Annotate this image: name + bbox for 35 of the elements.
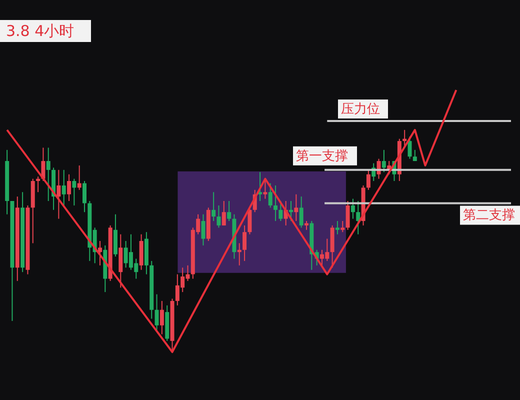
candlestick xyxy=(340,220,345,233)
candlestick xyxy=(46,147,50,202)
candlestick xyxy=(263,178,268,200)
ref-line-label: 第一支撑 xyxy=(296,148,348,164)
candlestick xyxy=(294,194,298,222)
candlestick xyxy=(258,172,262,202)
chart-title: 3.8 4小时 xyxy=(6,22,74,40)
candlestick xyxy=(242,224,247,262)
candlestick xyxy=(350,198,355,220)
ref-line-label: 压力位 xyxy=(341,102,380,118)
ref-line-label: 第二支撑 xyxy=(463,208,515,224)
candlestick xyxy=(299,196,304,228)
candlestick xyxy=(201,214,206,246)
candlestick xyxy=(77,164,82,190)
candlestick xyxy=(67,174,72,202)
candlestick xyxy=(335,220,340,235)
candlestick xyxy=(274,184,278,222)
candlestick xyxy=(346,200,350,230)
candlestick xyxy=(222,200,226,226)
candlestick xyxy=(248,207,252,235)
candlestick xyxy=(62,169,66,206)
candlestick xyxy=(82,180,87,213)
candlestick xyxy=(356,200,360,235)
candlestick xyxy=(227,200,232,222)
candlestick xyxy=(160,300,164,335)
candlestick xyxy=(212,192,216,222)
candlestick xyxy=(72,178,76,206)
candlestick xyxy=(98,240,102,266)
candlestick xyxy=(56,169,61,220)
candlestick xyxy=(154,294,159,330)
candlestick xyxy=(382,149,386,173)
candlestick xyxy=(216,204,221,228)
candlestick xyxy=(268,182,272,208)
candlestick xyxy=(366,169,370,190)
candlestick xyxy=(408,136,412,160)
